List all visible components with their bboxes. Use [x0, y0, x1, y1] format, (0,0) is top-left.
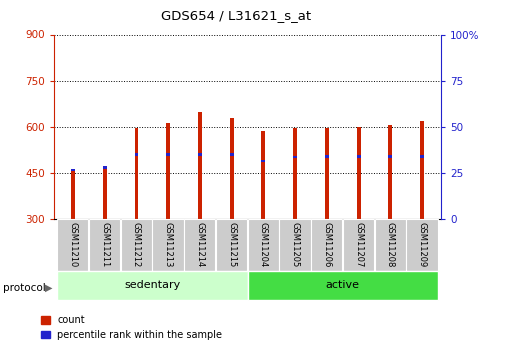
FancyBboxPatch shape: [311, 219, 343, 271]
Text: GSM11212: GSM11212: [132, 222, 141, 268]
Text: GSM11209: GSM11209: [418, 222, 427, 268]
FancyBboxPatch shape: [57, 219, 88, 271]
FancyBboxPatch shape: [343, 219, 374, 271]
Legend: count, percentile rank within the sample: count, percentile rank within the sample: [41, 315, 222, 340]
Bar: [357, 127, 361, 219]
Bar: [325, 155, 329, 158]
Bar: [293, 128, 297, 219]
Text: GSM11214: GSM11214: [195, 222, 204, 268]
FancyBboxPatch shape: [57, 271, 248, 300]
Text: GSM11205: GSM11205: [291, 222, 300, 268]
Bar: [71, 170, 75, 219]
Text: GSM11207: GSM11207: [354, 222, 363, 268]
Bar: [134, 153, 139, 156]
Text: ▶: ▶: [45, 283, 53, 293]
FancyBboxPatch shape: [374, 219, 406, 271]
FancyBboxPatch shape: [152, 219, 184, 271]
FancyBboxPatch shape: [184, 219, 215, 271]
Text: sedentary: sedentary: [124, 280, 181, 290]
Bar: [388, 155, 392, 158]
Text: protocol: protocol: [3, 283, 45, 293]
Bar: [103, 166, 107, 219]
Text: GSM11208: GSM11208: [386, 222, 395, 268]
Bar: [293, 156, 297, 158]
Bar: [262, 131, 265, 219]
FancyBboxPatch shape: [280, 219, 311, 271]
Bar: [166, 123, 170, 219]
Bar: [357, 155, 361, 158]
Bar: [420, 155, 424, 158]
Bar: [71, 169, 75, 171]
FancyBboxPatch shape: [89, 219, 120, 271]
Bar: [198, 112, 202, 219]
Text: GSM11206: GSM11206: [322, 222, 331, 268]
Bar: [166, 153, 170, 156]
Text: GDS654 / L31621_s_at: GDS654 / L31621_s_at: [161, 9, 311, 22]
Bar: [388, 125, 392, 219]
Text: active: active: [326, 280, 360, 290]
Bar: [262, 160, 265, 162]
FancyBboxPatch shape: [248, 271, 438, 300]
Text: GSM11211: GSM11211: [100, 222, 109, 268]
Bar: [420, 121, 424, 219]
Text: GSM11204: GSM11204: [259, 222, 268, 268]
Text: GSM11213: GSM11213: [164, 222, 173, 268]
Bar: [198, 153, 202, 156]
Bar: [230, 153, 233, 156]
Text: GSM11215: GSM11215: [227, 222, 236, 268]
FancyBboxPatch shape: [406, 219, 438, 271]
FancyBboxPatch shape: [248, 219, 279, 271]
FancyBboxPatch shape: [121, 219, 152, 271]
Bar: [103, 167, 107, 169]
FancyBboxPatch shape: [216, 219, 247, 271]
Text: GSM11210: GSM11210: [68, 222, 77, 268]
Bar: [134, 128, 139, 219]
Bar: [230, 118, 233, 219]
Bar: [325, 128, 329, 219]
